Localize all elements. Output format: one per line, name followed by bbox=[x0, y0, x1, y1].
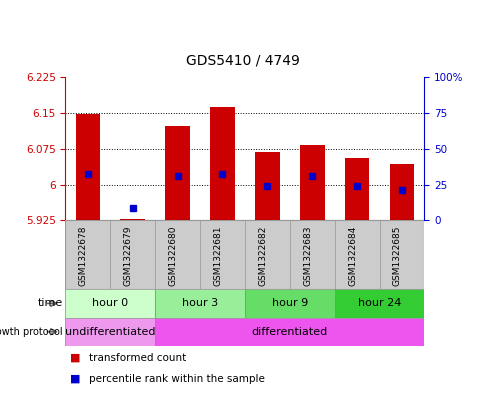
Text: GDS5410 / 4749: GDS5410 / 4749 bbox=[185, 53, 299, 67]
Bar bbox=[334, 220, 378, 289]
Bar bbox=[165, 126, 190, 220]
Bar bbox=[155, 318, 423, 346]
Bar bbox=[210, 107, 234, 220]
Bar bbox=[110, 220, 155, 289]
Bar bbox=[255, 152, 279, 220]
Bar bbox=[244, 289, 334, 318]
Bar bbox=[344, 158, 369, 220]
Text: ■: ■ bbox=[70, 353, 81, 363]
Text: GSM1322678: GSM1322678 bbox=[79, 225, 88, 286]
Bar bbox=[65, 318, 155, 346]
Bar bbox=[299, 145, 324, 220]
Bar bbox=[155, 220, 200, 289]
Bar bbox=[244, 220, 289, 289]
Bar bbox=[65, 220, 110, 289]
Text: GSM1322681: GSM1322681 bbox=[213, 225, 222, 286]
Bar bbox=[378, 220, 424, 289]
Bar bbox=[289, 220, 334, 289]
Bar bbox=[65, 289, 155, 318]
Text: differentiated: differentiated bbox=[251, 327, 327, 337]
Text: percentile rank within the sample: percentile rank within the sample bbox=[89, 374, 264, 384]
Text: transformed count: transformed count bbox=[89, 353, 186, 363]
Bar bbox=[200, 220, 244, 289]
Text: GSM1322682: GSM1322682 bbox=[258, 226, 267, 286]
Bar bbox=[120, 219, 145, 220]
Text: GSM1322679: GSM1322679 bbox=[123, 225, 133, 286]
Text: growth protocol: growth protocol bbox=[0, 327, 63, 337]
Text: GSM1322683: GSM1322683 bbox=[302, 225, 312, 286]
Text: hour 24: hour 24 bbox=[357, 298, 400, 309]
Text: hour 3: hour 3 bbox=[182, 298, 218, 309]
Text: ■: ■ bbox=[70, 374, 81, 384]
Bar bbox=[334, 289, 424, 318]
Bar bbox=[389, 164, 413, 220]
Text: time: time bbox=[38, 298, 63, 309]
Text: GSM1322684: GSM1322684 bbox=[348, 226, 356, 286]
Text: hour 0: hour 0 bbox=[92, 298, 128, 309]
Text: GSM1322685: GSM1322685 bbox=[392, 225, 401, 286]
Text: hour 9: hour 9 bbox=[271, 298, 307, 309]
Text: undifferentiated: undifferentiated bbox=[65, 327, 155, 337]
Bar bbox=[155, 289, 244, 318]
Text: GSM1322680: GSM1322680 bbox=[168, 225, 177, 286]
Bar bbox=[76, 114, 100, 220]
